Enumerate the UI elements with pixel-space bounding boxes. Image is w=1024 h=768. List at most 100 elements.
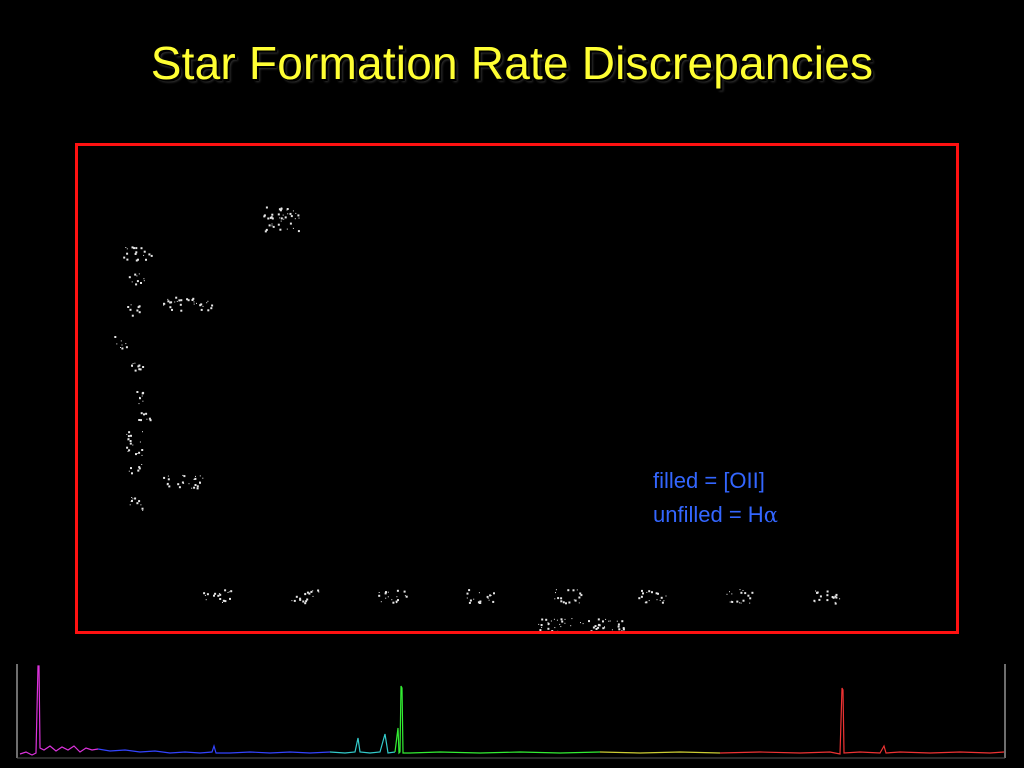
plot-speck xyxy=(560,600,563,603)
plot-speck xyxy=(131,281,133,283)
plot-speck xyxy=(134,369,137,372)
plot-speck xyxy=(138,311,141,314)
plot-speck xyxy=(135,247,138,250)
plot-speck xyxy=(143,254,145,256)
plot-speck xyxy=(665,595,667,597)
plot-speck xyxy=(133,247,136,250)
plot-speck xyxy=(590,630,593,631)
plot-speck xyxy=(312,595,314,597)
plot-speck xyxy=(617,623,620,626)
plot-speck xyxy=(163,304,165,306)
plot-speck xyxy=(839,598,841,600)
plot-speck xyxy=(560,597,563,600)
plot-speck xyxy=(126,252,129,255)
plot-speck xyxy=(141,449,144,451)
plot-speck xyxy=(140,247,143,250)
plot-speck xyxy=(131,499,133,502)
plot-speck xyxy=(123,256,126,259)
plot-speck xyxy=(642,592,644,595)
plot-speck xyxy=(138,500,141,503)
plot-speck xyxy=(138,419,141,421)
plot-speck xyxy=(397,599,399,602)
plot-speck xyxy=(182,474,184,476)
plot-speck xyxy=(176,300,178,302)
plot-speck xyxy=(127,450,129,452)
plot-speck xyxy=(487,597,489,599)
plot-speck xyxy=(578,596,581,599)
plot-speck xyxy=(265,230,267,232)
plot-speck xyxy=(135,251,138,254)
plot-speck xyxy=(565,602,567,605)
plot-speck xyxy=(120,340,122,342)
plot-speck xyxy=(138,466,141,469)
plot-speck xyxy=(183,475,186,478)
plot-speck xyxy=(196,487,199,490)
plot-speck xyxy=(127,306,130,308)
plot-speck xyxy=(473,598,475,600)
plot-speck xyxy=(120,347,121,348)
plot-speck xyxy=(121,344,123,346)
plot-speck xyxy=(378,592,380,593)
plot-speck xyxy=(550,620,552,622)
plot-speck xyxy=(195,475,196,477)
plot-speck xyxy=(640,595,643,598)
plot-speck xyxy=(289,212,292,215)
plot-speck xyxy=(229,597,231,600)
plot-speck xyxy=(744,592,747,595)
plot-speck xyxy=(618,628,621,631)
plot-speck xyxy=(553,618,555,620)
alpha-symbol: α xyxy=(763,503,778,527)
plot-speck xyxy=(130,304,132,306)
plot-speck xyxy=(835,596,838,599)
plot-speck xyxy=(126,248,128,250)
plot-speck xyxy=(149,419,152,422)
plot-speck xyxy=(271,213,274,216)
plot-speck xyxy=(277,223,280,226)
plot-speck xyxy=(729,591,730,593)
plot-speck xyxy=(605,618,607,620)
plot-speck xyxy=(574,599,577,602)
plot-speck xyxy=(617,625,620,628)
plot-speck xyxy=(493,592,495,595)
plot-speck xyxy=(538,623,540,625)
plot-speck xyxy=(622,628,625,631)
plot-speck xyxy=(578,602,580,604)
plot-speck xyxy=(302,600,305,603)
plot-speck xyxy=(660,596,663,599)
plot-speck xyxy=(181,481,184,484)
plot-speck xyxy=(621,620,624,623)
plot-speck xyxy=(312,590,314,592)
plot-speck xyxy=(217,594,220,597)
plot-speck xyxy=(138,403,140,405)
plot-speck xyxy=(385,597,387,599)
plot-speck xyxy=(318,591,320,593)
plot-speck xyxy=(264,230,267,233)
plot-speck xyxy=(554,598,556,600)
plot-speck xyxy=(466,592,469,595)
plot-speck xyxy=(270,216,273,219)
plot-speck xyxy=(293,599,296,602)
plot-speck xyxy=(726,593,728,595)
plot-speck xyxy=(134,362,136,364)
plot-speck xyxy=(305,600,308,603)
plot-speck xyxy=(178,299,181,302)
plot-speck xyxy=(396,596,398,598)
plot-speck xyxy=(207,309,210,312)
plot-speck xyxy=(271,225,273,227)
plot-speck xyxy=(126,258,129,261)
plot-speck xyxy=(469,599,472,602)
plot-speck xyxy=(292,227,294,229)
plot-speck xyxy=(224,589,227,592)
plot-speck xyxy=(140,412,143,415)
spectrum-trace-cyan xyxy=(329,733,396,754)
plot-speck xyxy=(280,207,283,210)
plot-speck xyxy=(272,225,275,228)
plot-speck xyxy=(297,230,300,233)
plot-speck xyxy=(263,214,266,217)
plot-speck xyxy=(192,297,195,300)
legend: filled = [OII] unfilled = Hα xyxy=(653,464,778,532)
plot-speck xyxy=(134,273,137,276)
plot-speck xyxy=(580,622,581,624)
plot-speck xyxy=(404,595,406,597)
plot-speck xyxy=(121,347,124,350)
